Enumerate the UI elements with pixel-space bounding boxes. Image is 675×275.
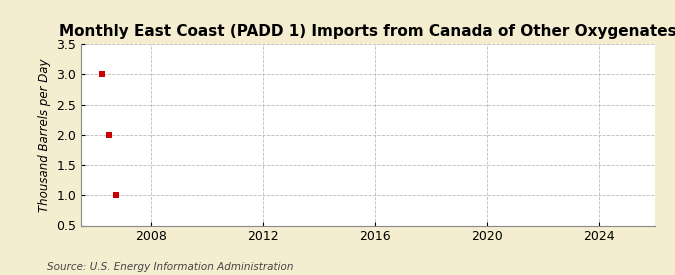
Y-axis label: Thousand Barrels per Day: Thousand Barrels per Day	[38, 58, 51, 211]
Title: Monthly East Coast (PADD 1) Imports from Canada of Other Oxygenates: Monthly East Coast (PADD 1) Imports from…	[59, 24, 675, 39]
Text: Source: U.S. Energy Information Administration: Source: U.S. Energy Information Administ…	[47, 262, 294, 272]
